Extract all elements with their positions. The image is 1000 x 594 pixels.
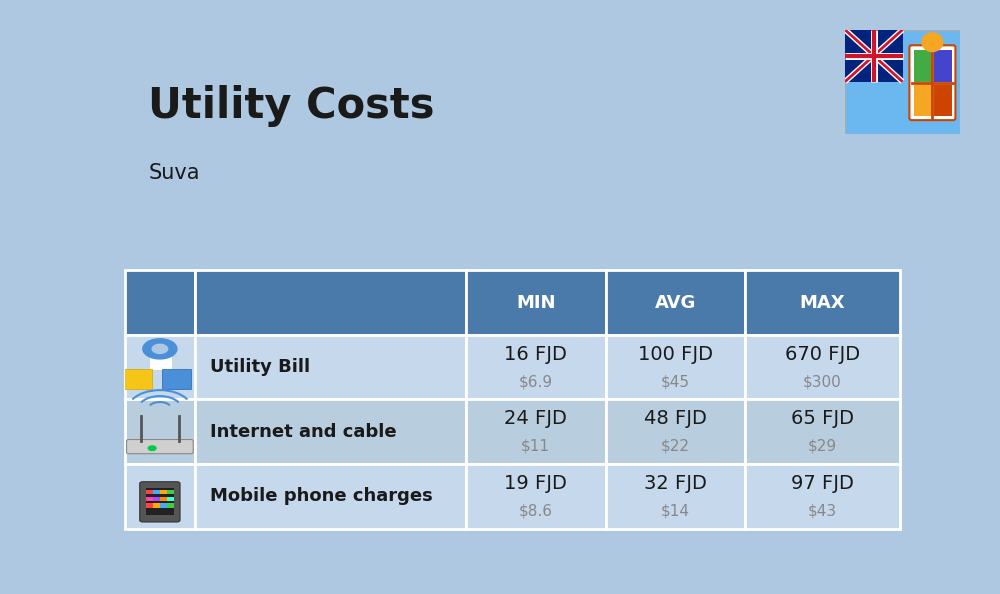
Text: $300: $300 — [803, 374, 842, 389]
FancyBboxPatch shape — [195, 399, 466, 464]
FancyBboxPatch shape — [125, 464, 195, 529]
FancyBboxPatch shape — [146, 489, 153, 494]
FancyBboxPatch shape — [466, 335, 606, 399]
Text: 48 FJD: 48 FJD — [644, 409, 707, 428]
FancyBboxPatch shape — [167, 497, 174, 501]
Text: 65 FJD: 65 FJD — [791, 409, 854, 428]
Bar — [934, 50, 952, 81]
FancyBboxPatch shape — [606, 464, 745, 529]
FancyBboxPatch shape — [195, 335, 466, 399]
FancyBboxPatch shape — [745, 335, 900, 399]
FancyBboxPatch shape — [146, 488, 174, 515]
Text: $29: $29 — [808, 439, 837, 454]
Text: MIN: MIN — [516, 293, 556, 311]
FancyBboxPatch shape — [745, 270, 900, 335]
Text: 32 FJD: 32 FJD — [644, 474, 707, 493]
Text: Suva: Suva — [148, 163, 200, 183]
Circle shape — [143, 339, 177, 359]
FancyBboxPatch shape — [606, 399, 745, 464]
Text: 16 FJD: 16 FJD — [504, 345, 567, 364]
FancyBboxPatch shape — [123, 368, 152, 388]
Text: $45: $45 — [661, 374, 690, 389]
FancyBboxPatch shape — [466, 399, 606, 464]
Bar — [914, 85, 932, 116]
Text: AVG: AVG — [655, 293, 696, 311]
Text: $14: $14 — [661, 504, 690, 519]
FancyBboxPatch shape — [125, 335, 195, 399]
FancyBboxPatch shape — [125, 399, 195, 464]
Text: $43: $43 — [808, 504, 837, 519]
Text: Internet and cable: Internet and cable — [210, 423, 397, 441]
FancyBboxPatch shape — [745, 464, 900, 529]
Text: Mobile phone charges: Mobile phone charges — [210, 487, 433, 505]
FancyBboxPatch shape — [146, 504, 153, 507]
FancyBboxPatch shape — [466, 270, 606, 335]
Text: 670 FJD: 670 FJD — [785, 345, 860, 364]
Text: MAX: MAX — [800, 293, 845, 311]
Text: $6.9: $6.9 — [519, 374, 553, 389]
FancyBboxPatch shape — [167, 504, 174, 507]
FancyBboxPatch shape — [153, 489, 160, 494]
Circle shape — [148, 446, 156, 450]
FancyBboxPatch shape — [149, 351, 172, 370]
FancyBboxPatch shape — [909, 45, 955, 120]
FancyBboxPatch shape — [153, 497, 160, 501]
FancyBboxPatch shape — [745, 399, 900, 464]
FancyBboxPatch shape — [146, 497, 153, 501]
FancyBboxPatch shape — [153, 504, 160, 507]
FancyBboxPatch shape — [160, 497, 167, 501]
Text: 97 FJD: 97 FJD — [791, 474, 854, 493]
FancyBboxPatch shape — [606, 335, 745, 399]
FancyBboxPatch shape — [140, 482, 180, 522]
Text: 24 FJD: 24 FJD — [504, 409, 567, 428]
Text: Utility Bill: Utility Bill — [210, 358, 310, 376]
FancyBboxPatch shape — [160, 504, 167, 507]
Text: 19 FJD: 19 FJD — [504, 474, 567, 493]
Circle shape — [922, 33, 943, 52]
FancyBboxPatch shape — [127, 440, 193, 454]
FancyBboxPatch shape — [466, 464, 606, 529]
Circle shape — [152, 345, 168, 353]
FancyBboxPatch shape — [167, 489, 174, 494]
FancyBboxPatch shape — [195, 464, 466, 529]
Text: $8.6: $8.6 — [519, 504, 553, 519]
Bar — [934, 85, 952, 116]
Bar — [914, 50, 932, 81]
Bar — [845, 30, 902, 81]
FancyBboxPatch shape — [162, 368, 191, 388]
Text: $11: $11 — [521, 439, 550, 454]
FancyBboxPatch shape — [160, 489, 167, 494]
Text: 100 FJD: 100 FJD — [638, 345, 713, 364]
Text: Utility Costs: Utility Costs — [148, 85, 435, 127]
FancyBboxPatch shape — [125, 270, 195, 335]
FancyBboxPatch shape — [606, 270, 745, 335]
Text: $22: $22 — [661, 439, 690, 454]
FancyBboxPatch shape — [195, 270, 466, 335]
